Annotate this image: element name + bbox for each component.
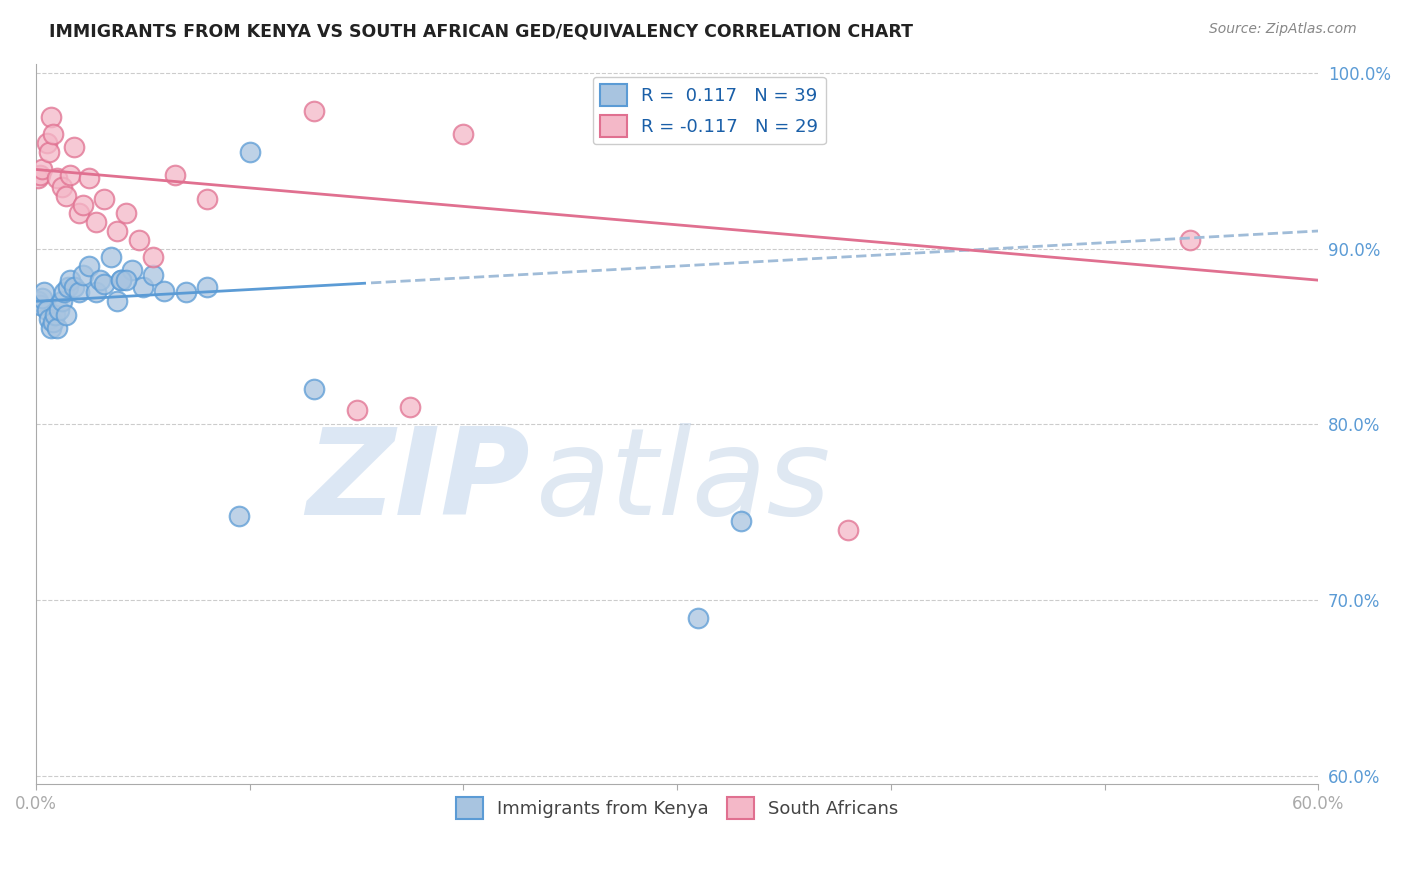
Point (89, 273, 111, 287)
Point (35, 136, 58, 150)
Point (38, 145, 60, 159)
Point (79, 171, 101, 186)
Point (39, 110, 62, 124)
Point (114, 273, 136, 287)
Point (51, 180, 73, 194)
Point (114, 206, 136, 220)
Point (688, 610, 710, 624)
Point (46, 171, 69, 186)
Point (72, 268, 94, 282)
Point (46, 320, 69, 334)
Point (121, 262, 143, 277)
Point (195, 280, 218, 294)
Point (42, 128, 65, 142)
Point (59, 273, 82, 287)
Point (195, 192, 218, 206)
Point (93, 192, 115, 206)
Point (31, 291, 53, 305)
Point (67, 285, 90, 300)
Point (128, 233, 150, 247)
Point (39, 320, 62, 334)
Point (63, 139, 86, 153)
Point (31, 162, 53, 177)
Text: ZIP: ZIP (307, 424, 530, 541)
Point (346, 403, 368, 417)
Point (105, 294, 128, 309)
Point (132, 280, 155, 294)
Point (38, 311, 60, 326)
Point (27, 294, 49, 309)
Point (72, 197, 94, 211)
Point (110, 273, 132, 287)
Point (302, 104, 325, 119)
Point (163, 168, 186, 182)
Point (142, 268, 165, 282)
Point (30, 298, 52, 312)
Point (142, 250, 165, 264)
Point (239, 145, 262, 159)
Point (100, 250, 122, 264)
Point (44, 308, 66, 322)
Point (302, 382, 325, 396)
Point (56, 280, 79, 294)
Point (67, 206, 90, 220)
Point (453, 128, 475, 142)
Legend: Immigrants from Kenya, South Africans: Immigrants from Kenya, South Africans (449, 789, 905, 826)
Point (153, 284, 176, 298)
Text: IMMIGRANTS FROM KENYA VS SOUTH AFRICAN GED/EQUIVALENCY CORRELATION CHART: IMMIGRANTS FROM KENYA VS SOUTH AFRICAN G… (49, 22, 914, 40)
Point (35, 303, 58, 318)
Point (51, 294, 73, 309)
Point (48, 303, 70, 318)
Point (52, 285, 75, 300)
Point (59, 168, 82, 182)
Point (27, 171, 49, 186)
Point (105, 224, 128, 238)
Text: atlas: atlas (536, 424, 831, 541)
Point (79, 259, 101, 273)
Point (837, 523, 859, 537)
Point (55, 308, 77, 322)
Point (42, 315, 65, 329)
Point (228, 508, 250, 523)
Point (174, 285, 197, 300)
Text: Source: ZipAtlas.com: Source: ZipAtlas.com (1209, 22, 1357, 37)
Point (399, 400, 422, 414)
Point (93, 277, 115, 291)
Point (30, 168, 52, 182)
Point (55, 189, 77, 203)
Point (63, 280, 86, 294)
Point (84, 285, 107, 300)
Point (1178, 233, 1201, 247)
Point (34, 285, 56, 300)
Point (730, 514, 752, 528)
Point (84, 215, 107, 229)
Point (110, 273, 132, 287)
